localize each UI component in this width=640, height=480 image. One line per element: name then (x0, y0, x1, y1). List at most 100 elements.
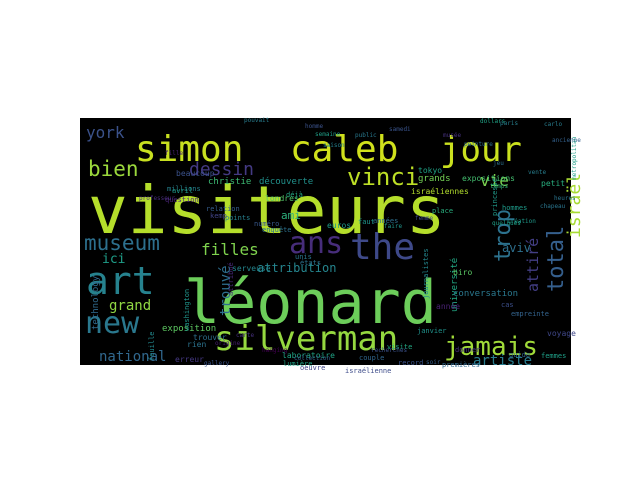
cloud-word: york (86, 123, 125, 142)
cloud-word: homme (305, 123, 323, 130)
cloud-word: hommes (502, 204, 527, 212)
cloud-word: saison (323, 142, 345, 149)
cloud-word: grand (109, 298, 151, 314)
word-cloud-words: visiteurs léonard simon caleb jour art silverm… (84, 117, 585, 375)
cloud-word: dessin (189, 159, 254, 180)
cloud-word: jamais (444, 332, 538, 362)
cloud-word: découverte (259, 176, 313, 187)
cloud-word: laboratoire (282, 351, 335, 360)
cloud-word: hanging (262, 347, 288, 354)
cloud-word: création (507, 218, 536, 225)
cloud-word: public (355, 132, 377, 139)
cloud-word: londres (265, 194, 299, 203)
cloud-word: metropolitan (571, 136, 578, 180)
cloud-word: euros (327, 221, 351, 230)
cloud-word: trouvé (218, 265, 234, 316)
cloud-word: léonard (184, 268, 437, 338)
cloud-word: femmes (541, 352, 566, 360)
cloud-word: samedi (389, 126, 411, 133)
cloud-word: chapeau (540, 203, 566, 210)
cloud-word: unis (295, 253, 312, 261)
cloud-word: semaine (315, 131, 341, 138)
cloud-word: collection (294, 355, 331, 362)
cloud-word: rien (187, 340, 206, 349)
cloud-word: enquête (262, 226, 292, 234)
cloud-word: professeur (139, 195, 176, 202)
cloud-word: janvier (417, 327, 447, 335)
cloud-word: bien (88, 157, 139, 181)
cloud-word: trop (491, 209, 516, 262)
cloud-word: attribué (227, 262, 235, 296)
cloud-word: donner (455, 346, 480, 354)
cloud-word: trouver (193, 333, 227, 342)
cloud-word: faire (384, 223, 402, 230)
cloud-word: artiste (473, 353, 532, 369)
cloud-word: paris (500, 120, 518, 127)
cloud-word: new (85, 306, 140, 341)
cloud-word: faut (358, 218, 375, 226)
cloud-word: serveuse (232, 264, 271, 273)
cloud-word: silverman (214, 319, 398, 359)
cloud-word: record (398, 359, 423, 367)
cloud-word: exposition (162, 324, 216, 334)
cloud-word: israël (564, 173, 585, 238)
cloud-word: ancienne (552, 137, 581, 144)
word-cloud-background (80, 118, 571, 365)
cloud-word: fille (165, 150, 183, 157)
cloud-word: princesse (491, 178, 499, 216)
cloud-word: question (165, 196, 199, 204)
cloud-word: ans (289, 226, 343, 261)
cloud-word: dollars (480, 118, 506, 125)
cloud-word: voyage (547, 329, 576, 338)
cloud-word: origine (215, 340, 241, 347)
cloud-word: simon (135, 129, 243, 170)
cloud-word: points (225, 214, 250, 222)
cloud-word: femme (415, 215, 433, 222)
cloud-word: christie (208, 177, 251, 187)
cloud-word: guide (509, 351, 530, 359)
cloud-word: pouvait (244, 117, 270, 124)
cloud-word: attribution (257, 261, 336, 275)
cloud-word: ami (281, 209, 301, 222)
cloud-word: millions (167, 185, 201, 193)
cloud-word: visiteurs (88, 172, 446, 249)
cloud-word: gallery (204, 360, 230, 367)
cloud-word: caleb (290, 129, 398, 170)
cloud-word: art (86, 259, 155, 303)
cloud-word: carte (236, 332, 254, 339)
cloud-word: vinci (347, 163, 419, 191)
cloud-word: feuille (148, 331, 156, 361)
cloud-word: relation (206, 205, 240, 213)
cloud-word: beaucoup (176, 169, 215, 178)
cloud-word: temps (490, 183, 508, 190)
cloud-word: avril (172, 187, 193, 195)
cloud-word: jeu (493, 160, 504, 167)
cloud-word: aviv (502, 241, 531, 255)
cloud-word: ici (102, 252, 125, 267)
cloud-word: vie (480, 171, 509, 190)
cloud-word: conversation (453, 289, 518, 299)
cloud-word: biro (453, 268, 472, 277)
cloud-word: filles (201, 240, 259, 259)
cloud-word: états (300, 259, 321, 267)
cloud-word: couple (359, 354, 384, 362)
cloud-word: recherches (371, 347, 408, 354)
cloud-word: place (432, 207, 453, 215)
cloud-word: université (449, 258, 460, 312)
cloud-word: museum (84, 231, 160, 255)
cloud-word: musée (443, 132, 461, 139)
cloud-word: quelques (492, 220, 521, 227)
cloud-word: the (350, 227, 415, 268)
cloud-word: numéro (254, 220, 279, 228)
cloud-word: national (99, 349, 166, 365)
cloud-word: petit (541, 179, 565, 188)
cloud-word: erreur (175, 355, 204, 364)
cloud-word: heures (554, 195, 576, 202)
cloud-word: jour (440, 130, 522, 170)
cloud-word: israélienne (345, 367, 391, 375)
cloud-word: expositions (462, 174, 515, 183)
cloud-word: journalistes (422, 248, 430, 299)
cloud-word: premières (442, 361, 480, 369)
cloud-word: israéliennes (411, 186, 469, 196)
cloud-word: technology (91, 275, 101, 330)
